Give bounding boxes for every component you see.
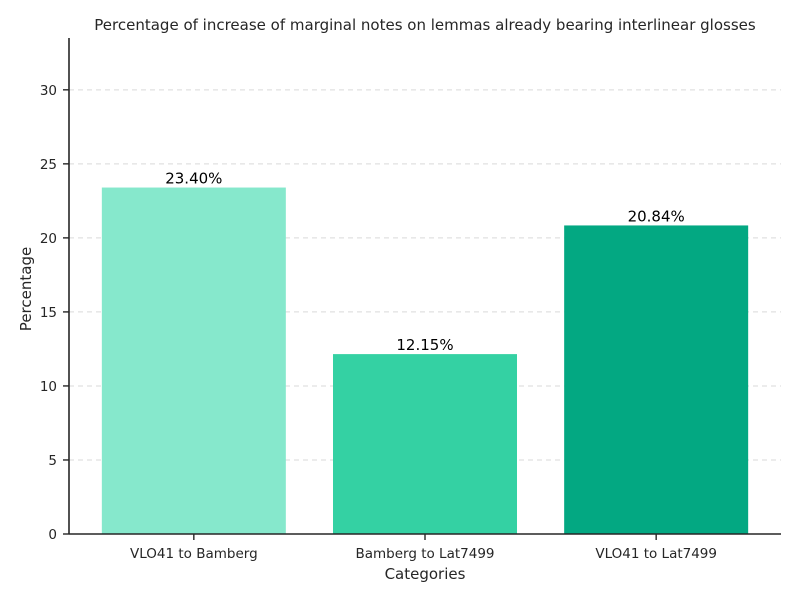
x-tick-label: VLO41 to Bamberg: [130, 546, 258, 562]
y-tick-label: 0: [48, 527, 57, 543]
bars: [101, 187, 749, 535]
chart-title: Percentage of increase of marginal notes…: [94, 16, 756, 34]
x-tick-label: Bamberg to Lat7499: [355, 546, 494, 562]
y-tick-label: 5: [48, 453, 57, 469]
bar-value-label: 23.40%: [165, 170, 222, 188]
y-tick-label: 10: [40, 379, 57, 395]
x-axis-label: Categories: [385, 565, 466, 583]
x-tick-label: VLO41 to Lat7499: [595, 546, 717, 562]
y-tick-label: 15: [40, 305, 57, 321]
y-tick-label: 20: [40, 231, 57, 247]
x-ticks: VLO41 to Bamberg Bamberg to Lat7499 VLO41 …: [130, 534, 717, 562]
bar-value-label: 12.15%: [396, 336, 453, 354]
y-axis-label: Percentage: [17, 247, 35, 331]
y-tick-label: 25: [40, 157, 57, 173]
y-tick-label: 30: [40, 83, 57, 99]
bar: [101, 187, 286, 535]
bar-value-label: 20.84%: [628, 207, 685, 225]
y-ticks: 0 5 10 15 20 25 30: [40, 83, 69, 543]
bar: [564, 225, 749, 534]
data-labels: 23.40% 12.15% 20.84%: [165, 170, 685, 355]
bar: [333, 354, 517, 534]
